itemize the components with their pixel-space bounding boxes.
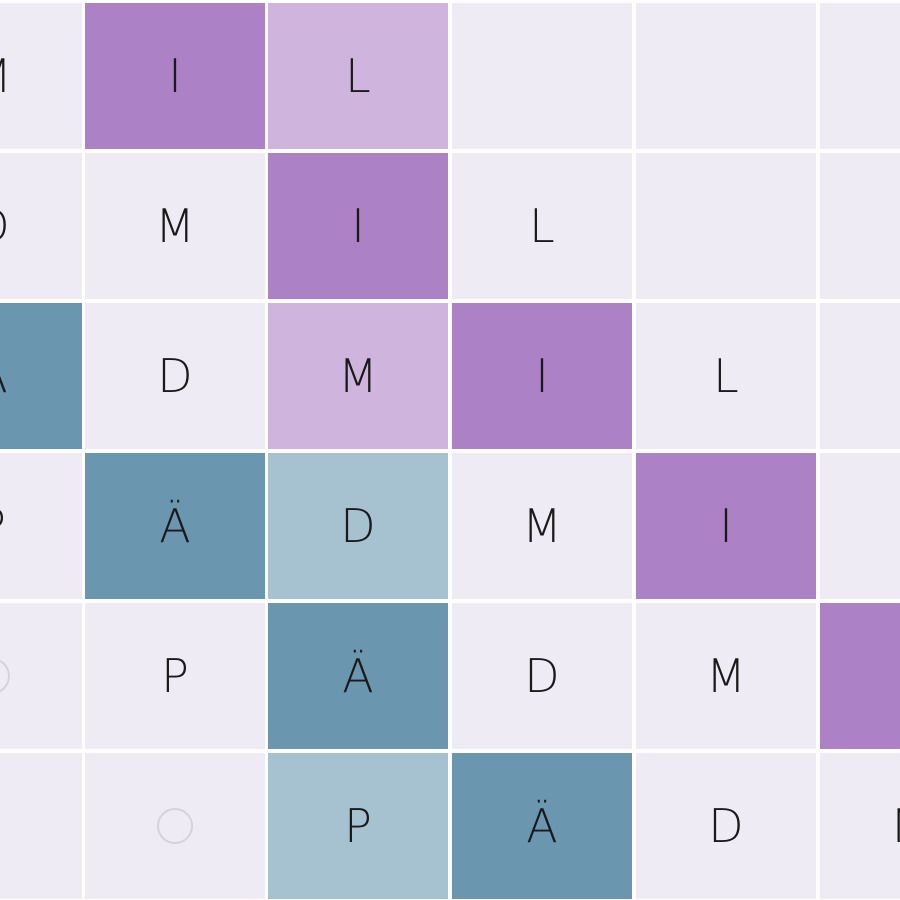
grid-cell-letter: I [535,349,549,403]
grid-cell-r5-c2[interactable]: P [85,603,265,749]
grid-cell-r5-c1[interactable] [0,603,82,749]
grid-cell-r2-c3[interactable]: I [268,153,448,299]
grid-cell-r3-c2[interactable]: D [85,303,265,449]
grid-cell-letter: I [351,199,365,253]
grid-cell-r1-c1[interactable]: M [0,3,82,149]
grid-cell-r2-c6[interactable] [820,153,900,299]
grid-cell-letter: D [157,349,193,403]
grid-cell-letter: P [161,649,189,703]
circle-icon [157,808,193,844]
grid-cell-letter: D [340,499,376,553]
grid-cell-r4-c4[interactable]: M [452,453,632,599]
grid-cell-r1-c3[interactable]: L [268,3,448,149]
grid-cell-r1-c2[interactable]: I [85,3,265,149]
grid-cell-letter: L [529,199,555,253]
grid-cell-letter: M [706,649,746,703]
grid-cell-letter: L [897,503,900,549]
grid-cell-r1-c5[interactable] [636,3,816,149]
grid-cell-letter: L [345,49,371,103]
grid-cell-r6-c1[interactable] [0,753,82,899]
grid-cell-letter: M [0,53,12,99]
grid-cell-r5-c5[interactable]: M [636,603,816,749]
grid-cell-letter: D [524,649,560,703]
grid-cell-r4-c5[interactable]: I [636,453,816,599]
grid-cell-letter: L [713,349,739,403]
grid-cell-r2-c4[interactable]: L [452,153,632,299]
grid-cell-r3-c6[interactable] [820,303,900,449]
grid-cell-r6-c6[interactable]: M [820,753,900,899]
grid-cell-letter: Ä [342,649,374,703]
grid-cell-r5-c3[interactable]: Ä [268,603,448,749]
grid-cell-letter: M [890,803,900,849]
grid-cell-letter: P [344,799,372,853]
grid-cell-r6-c5[interactable]: D [636,753,816,899]
grid-cell-r2-c2[interactable]: M [85,153,265,299]
grid-cell-letter: I [168,49,182,103]
grid-cell-r3-c1[interactable]: Ä [0,303,82,449]
grid-cell-letter: P [0,503,6,549]
grid-cell-r2-c5[interactable] [636,153,816,299]
grid-cell-letter: Ä [159,499,191,553]
grid-cell-letter: M [338,349,378,403]
grid-cell-r4-c1[interactable]: P [0,453,82,599]
grid-cell-r1-c6[interactable] [820,3,900,149]
grid-cell-letter: D [708,799,744,853]
grid-cell-r5-c6[interactable]: I [820,603,900,749]
grid-cell-r3-c4[interactable]: I [452,303,632,449]
grid-cell-r3-c5[interactable]: L [636,303,816,449]
circle-icon [0,658,10,694]
grid-cell-r2-c1[interactable]: D [0,153,82,299]
grid-cell-letter: M [522,499,562,553]
grid-cell-r4-c3[interactable]: D [268,453,448,599]
grid-cell-r5-c4[interactable]: D [452,603,632,749]
grid-cell-r1-c4[interactable] [452,3,632,149]
grid-cell-r4-c2[interactable]: Ä [85,453,265,599]
grid-cell-letter: Ä [0,353,8,399]
grid-cell-r3-c3[interactable]: M [268,303,448,449]
grid-cell-r6-c2[interactable] [85,753,265,899]
grid-cell-r6-c3[interactable]: P [268,753,448,899]
grid-cell-letter: I [719,499,733,553]
grid-cell-letter: D [0,203,10,249]
grid-cell-letter: M [155,199,195,253]
grid-cell-r4-c6[interactable]: L [820,453,900,599]
grid-cell-letter: Ä [526,799,558,853]
grid-cell-r6-c4[interactable]: Ä [452,753,632,899]
